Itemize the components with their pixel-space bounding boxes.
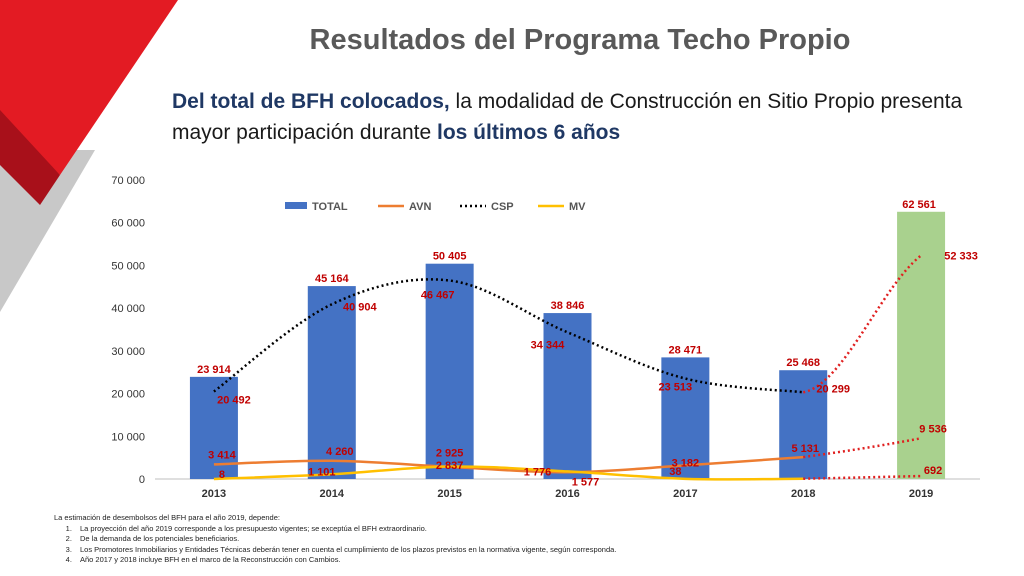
legend-label: CSP	[491, 201, 514, 213]
footnote-item: Los Promotores Inmobiliarios y Entidades…	[74, 545, 1014, 556]
chart-lines	[213, 254, 922, 481]
data-label-csp: 20 492	[217, 394, 251, 406]
y-tick-label: 10 000	[111, 431, 145, 443]
red-triangle	[0, 0, 178, 175]
data-label-mv: 1 101	[308, 466, 336, 478]
legend-swatch-total	[285, 202, 307, 209]
data-label-csp: 52 333	[944, 250, 978, 262]
y-tick-label: 60 000	[111, 218, 145, 230]
page-subtitle: Del total de BFH colocados, la modalidad…	[172, 86, 972, 148]
data-label-csp: 23 513	[659, 382, 693, 394]
data-label-avn: 3 182	[672, 457, 700, 469]
page-title: Resultados del Programa Techo Propio	[309, 24, 851, 56]
data-label-avn: 3 414	[208, 449, 236, 461]
footnotes: La estimación de desembolsos del BFH par…	[54, 513, 1014, 566]
data-label-total: 25 468	[786, 357, 820, 369]
bar-total-2013	[189, 376, 238, 479]
line-avn	[213, 455, 804, 474]
x-tick-label: 2013	[202, 488, 226, 500]
x-tick-label: 2016	[555, 488, 579, 500]
line-csp	[213, 278, 804, 394]
line-csp-projection	[802, 254, 922, 394]
y-tick-label: 40 000	[111, 303, 145, 315]
legend-label: MV	[569, 201, 586, 213]
dark-red-band	[0, 110, 60, 205]
subtitle-text: la modalidad de Construcción en Sitio Pr…	[172, 90, 963, 144]
y-tick-label: 50 000	[111, 260, 145, 272]
x-tick-label: 2014	[320, 488, 345, 500]
chart-area: 0 10 000 20 000 30 000 40 000 50 000 60 000 70 …	[111, 175, 980, 500]
bar-total-2016	[543, 313, 592, 479]
bar-total-2019	[897, 211, 946, 480]
footnote-intro: La estimación de desembolsos del BFH par…	[54, 513, 280, 522]
data-label-total: 45 164	[315, 273, 350, 285]
legend-label: AVN	[409, 201, 431, 213]
data-label-csp: 20 299	[816, 383, 850, 395]
y-tick-label: 0	[139, 474, 145, 486]
data-label-mv: 2 925	[436, 448, 464, 460]
chart-axes: 0 10 000 20 000 30 000 40 000 50 000 60 000 70 …	[111, 175, 980, 500]
gray-triangle	[0, 150, 95, 312]
data-label-csp: 46 467	[421, 290, 455, 302]
data-label-avn: 2 837	[436, 460, 464, 472]
data-label-total: 62 561	[902, 199, 936, 211]
bar-total-2018	[779, 370, 828, 479]
chart-bars	[189, 211, 946, 480]
data-label-total: 23 914	[197, 364, 232, 376]
footnote-item: La proyección del año 2019 corresponde a…	[74, 524, 1014, 535]
data-label-mv: 1 776	[524, 466, 552, 478]
footnote-item: De la demanda de los potenciales benefic…	[74, 534, 1014, 545]
data-label-avn: 1 577	[572, 476, 600, 488]
data-label-csp: 40 904	[343, 301, 378, 313]
line-avn-projection	[803, 437, 922, 459]
x-tick-label: 2015	[437, 488, 461, 500]
x-tick-label: 2019	[909, 488, 933, 500]
data-label-total: 38 846	[551, 300, 585, 312]
y-tick-label: 30 000	[111, 346, 145, 358]
data-label-mv: 8	[219, 469, 225, 481]
bar-total-2017	[661, 357, 710, 479]
chart-legend: TOTAL AVN CSP MV	[285, 201, 586, 213]
data-label-mv: 692	[924, 465, 942, 477]
data-label-csp: 34 344	[531, 339, 566, 351]
corner-decoration	[0, 0, 178, 312]
data-label-avn: 9 536	[919, 423, 947, 435]
x-tick-label: 2017	[673, 488, 697, 500]
footnote-list: La proyección del año 2019 corresponde a…	[54, 524, 1014, 566]
data-label-total: 28 471	[669, 344, 703, 356]
data-label-mv: 38	[669, 466, 681, 478]
bar-total-2015	[425, 263, 474, 479]
footnote-item: Año 2017 y 2018 incluye BFH en el marco …	[74, 555, 1014, 566]
subtitle-emphasis-2: los últimos 6 años	[436, 121, 621, 144]
legend-label: TOTAL	[312, 201, 348, 213]
data-label-total: 50 405	[433, 251, 467, 263]
y-tick-label: 20 000	[111, 389, 145, 401]
data-label-avn: 4 260	[326, 446, 354, 458]
subtitle-emphasis-1: Del total de BFH colocados,	[172, 90, 450, 113]
chart-data-labels: 23 914 45 164 50 405 38 846 28 471 25 468 62 5…	[197, 199, 978, 488]
bar-total-2014	[307, 286, 356, 479]
y-tick-label: 70 000	[111, 175, 145, 187]
x-tick-label: 2018	[791, 488, 815, 500]
data-label-avn: 5 131	[791, 443, 819, 455]
line-mv	[213, 465, 804, 481]
